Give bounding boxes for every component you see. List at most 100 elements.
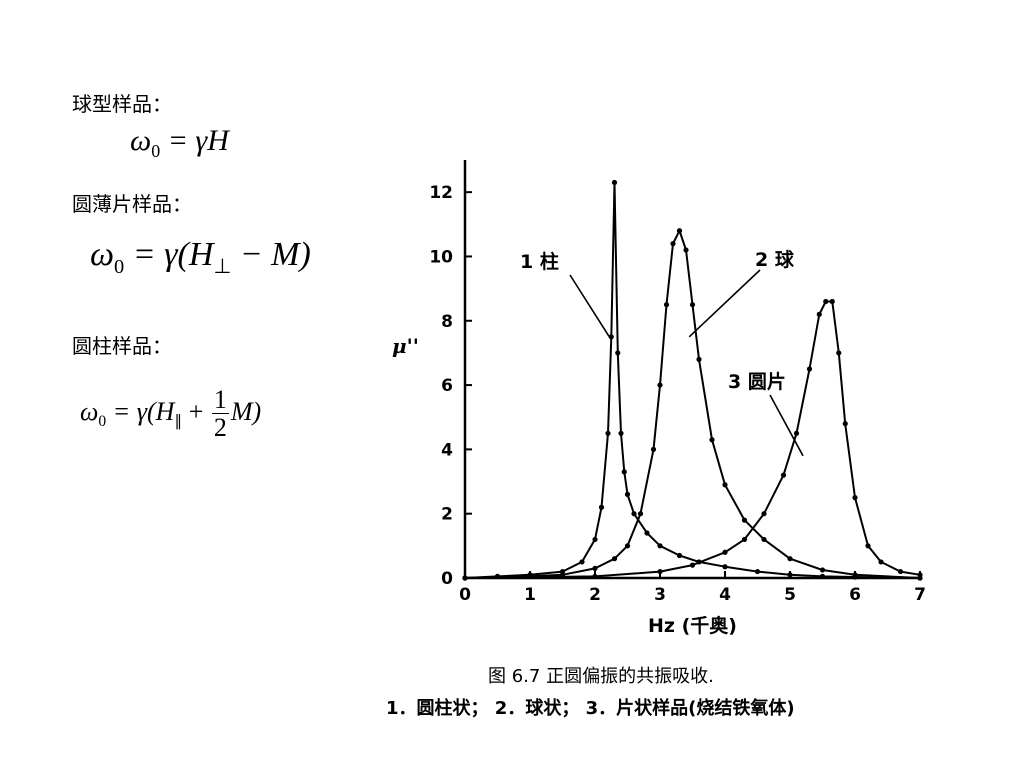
y-tick-label: 12	[429, 183, 453, 203]
sphere-formula: ω0 = γH	[130, 124, 229, 162]
series-3-point	[761, 511, 767, 517]
x-tick-label: 5	[784, 585, 796, 605]
series-1-point	[657, 543, 663, 549]
cyl-formula-rhs-sub: ∥	[174, 412, 183, 430]
disk-sample-label: 圆薄片样品：	[72, 192, 192, 216]
series-2-point	[592, 565, 598, 571]
sphere-formula-rhs: = γH	[167, 124, 229, 157]
chart-caption-line2: 1．圆柱状； 2．球状； 3．片状样品(烧结铁氧体)	[386, 697, 795, 719]
series-3-point	[462, 575, 468, 581]
cylinder-formula: ω0 = γ(H∥ + 1 2 M)	[80, 386, 261, 442]
y-tick-label: 4	[441, 440, 453, 460]
series-3-point	[741, 536, 748, 543]
series-3-point	[657, 568, 663, 575]
series-arrow-2	[688, 269, 761, 338]
chart-curves	[462, 179, 923, 581]
series-3-point	[829, 298, 835, 305]
series-line-3	[464, 300, 921, 579]
series-2-point	[787, 556, 793, 562]
series-1-point	[754, 568, 761, 575]
cyl-formula-rhs-post: M)	[230, 396, 262, 426]
series-2-point	[761, 536, 767, 543]
series-3-point	[780, 472, 787, 478]
series-1-point	[608, 334, 614, 340]
series-1-point	[611, 179, 618, 186]
series-line-2	[464, 229, 921, 579]
series-2-point	[663, 302, 670, 308]
cyl-frac-num: 1	[211, 385, 229, 415]
x-tick-label: 0	[459, 585, 471, 605]
sphere-formula-lhs: ω	[130, 124, 152, 157]
series-2-point	[624, 543, 631, 549]
series-1-point	[819, 573, 826, 579]
series-arrow-1	[569, 274, 610, 338]
series-3-point	[823, 298, 829, 305]
series-1-point	[621, 469, 627, 475]
series-2-point	[683, 247, 689, 253]
series-2-point	[741, 517, 748, 523]
series-3-point	[816, 311, 822, 317]
series-2-point	[676, 228, 683, 234]
series-3-point	[806, 366, 813, 372]
y-axis-label: μ''	[392, 334, 419, 358]
series-2-point	[722, 482, 728, 488]
disk-formula-rhs-post: − M)	[231, 236, 311, 273]
series-2-point	[650, 446, 657, 452]
series-3-point	[917, 572, 923, 578]
cyl-formula-rhs-mid: +	[182, 396, 210, 426]
sphere-formula-lhs-sub: 0	[151, 141, 161, 161]
series-2-point	[611, 556, 618, 562]
x-tick-label: 2	[589, 585, 601, 605]
series-3-point	[852, 495, 858, 501]
series-1-point	[631, 511, 637, 517]
series-1-point	[598, 504, 605, 510]
series-3-point	[878, 559, 884, 565]
series-2-point	[637, 511, 644, 517]
series-2-point	[819, 567, 826, 573]
cyl-frac-den: 2	[213, 413, 227, 443]
series-1-point	[722, 564, 728, 570]
series-2-point	[709, 437, 715, 443]
disk-formula-rhs-pre: = γ(H	[132, 236, 214, 273]
series-1-point	[592, 536, 598, 543]
y-tick-label: 0	[441, 569, 453, 589]
series-1-point	[644, 530, 650, 536]
x-tick-label: 3	[654, 585, 666, 605]
series-1-point	[624, 491, 631, 497]
series-2-point	[670, 241, 676, 247]
series-1-point	[676, 552, 683, 559]
series-1-point	[787, 572, 793, 578]
sphere-sample-label: 球型样品：	[72, 92, 172, 116]
chart-labels: 1 柱 2 球 3 圆片	[520, 248, 804, 457]
series-3-point	[592, 573, 598, 579]
cyl-formula-lhs: ω	[80, 396, 99, 426]
x-tick-label: 4	[719, 585, 731, 605]
series-label-1: 1 柱	[520, 250, 559, 273]
cyl-formula-lhs-sub: 0	[98, 412, 107, 430]
y-tick-label: 10	[429, 247, 453, 267]
series-1-point	[615, 350, 621, 356]
series-arrow-3	[769, 394, 804, 457]
x-axis-label: Hz (千奥)	[648, 614, 737, 637]
series-2-point	[657, 382, 663, 388]
series-3-point	[836, 350, 842, 356]
series-3-point	[842, 421, 848, 427]
series-2-point	[689, 302, 696, 308]
x-tick-label: 7	[914, 585, 926, 605]
series-1-point	[618, 430, 624, 436]
series-3-point	[865, 543, 871, 549]
disk-formula-rhs-sub: ⊥	[213, 255, 232, 278]
series-3-point	[689, 562, 696, 568]
chart-caption-line1: 图 6.7 正圆偏振的共振吸收.	[488, 666, 714, 687]
series-3-point	[793, 430, 800, 436]
cyl-formula-rhs-pre: = γ(H	[112, 396, 175, 426]
disk-formula: ω0 = γ(H⊥ − M)	[90, 236, 311, 279]
series-label-3: 3 圆片	[728, 370, 786, 393]
series-2-point	[852, 572, 858, 578]
cylinder-sample-label: 圆柱样品：	[72, 334, 172, 358]
series-line-1	[464, 181, 921, 579]
series-label-2: 2 球	[755, 248, 795, 271]
